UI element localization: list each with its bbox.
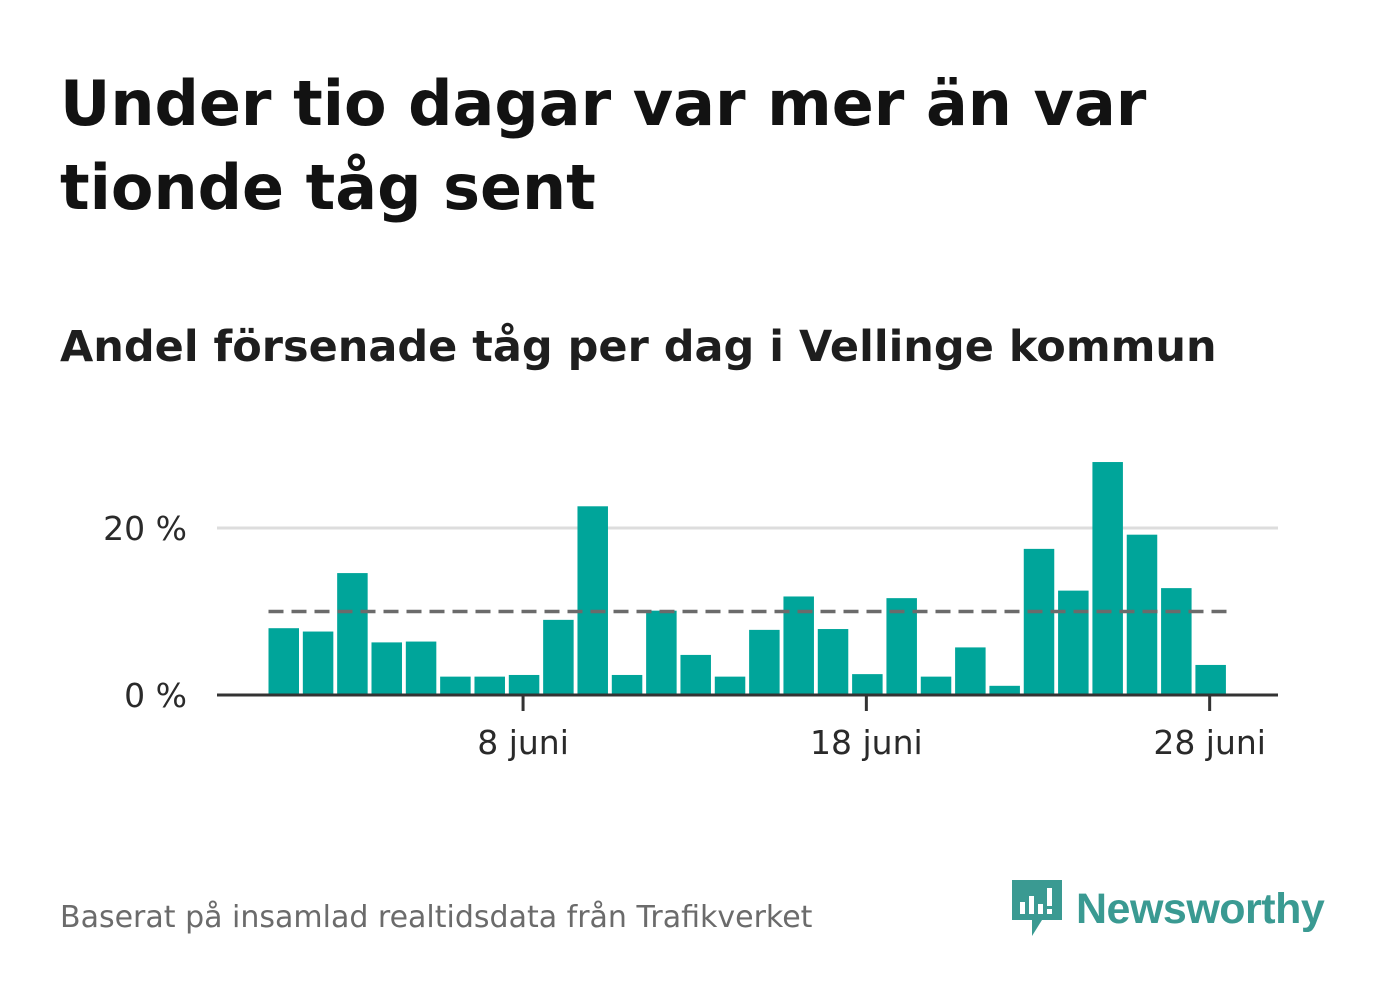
bar-5-juni xyxy=(405,641,437,695)
bar-6-juni xyxy=(440,676,471,695)
bar-14-juni xyxy=(714,676,746,695)
logo-text: Newsworthy xyxy=(1076,884,1325,933)
newsworthy-logo: Newsworthy xyxy=(1010,878,1325,940)
bar-13-juni xyxy=(680,654,711,695)
bar-26-juni xyxy=(1126,534,1158,695)
bar-19-juni xyxy=(886,598,917,695)
bar-23-juni xyxy=(1023,548,1055,695)
bar-25-juni xyxy=(1092,462,1123,695)
tick-labels: 0 % 20 % 8 juni 18 juni 28 juni xyxy=(103,509,1266,762)
bar-28-juni xyxy=(1195,664,1226,695)
bar-3-juni xyxy=(337,573,368,695)
bar-15-juni xyxy=(749,629,780,695)
bar-8-juni xyxy=(508,674,540,695)
source-note: Baserat på insamlad realtidsdata från Tr… xyxy=(60,900,813,935)
bar-9-juni xyxy=(543,619,574,695)
bar-11-juni xyxy=(611,674,643,695)
bar-21-juni xyxy=(955,647,986,695)
y-tick-label: 0 % xyxy=(124,676,187,715)
bar-20-juni xyxy=(920,676,952,695)
axes xyxy=(217,693,1278,711)
x-tick-label: 28 juni xyxy=(1153,723,1266,762)
x-tick-label: 8 juni xyxy=(477,723,569,762)
x-tick-label: 18 juni xyxy=(810,723,923,762)
bar-7-juni xyxy=(474,676,505,695)
bar-4-juni xyxy=(371,642,402,695)
bar-18-juni xyxy=(852,674,883,695)
bar-10-juni xyxy=(577,506,608,695)
bar-17-juni xyxy=(817,629,849,695)
bar-12-juni xyxy=(646,610,677,695)
bar-2-juni xyxy=(302,631,334,695)
bar-1-juni xyxy=(268,628,299,695)
bar-22-juni xyxy=(989,685,1020,695)
chart-title: Under tio dagar var mer än var tionde tå… xyxy=(60,67,1147,224)
bar-27-juni xyxy=(1161,588,1192,695)
y-tick-label: 20 % xyxy=(103,509,187,548)
bar-24-juni xyxy=(1058,590,1089,695)
newsworthy-bar-chart-icon xyxy=(1012,880,1062,936)
chart-subtitle: Andel försenade tåg per dag i Vellinge k… xyxy=(60,322,1217,372)
bars xyxy=(268,462,1226,695)
